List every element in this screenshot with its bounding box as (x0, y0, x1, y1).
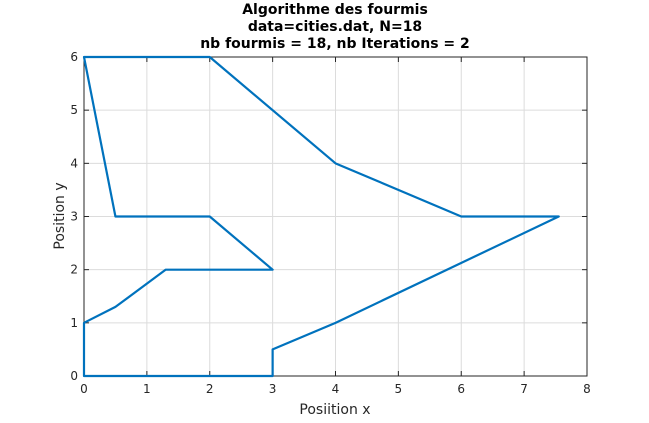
y-tick-label: 5 (70, 103, 78, 117)
y-axis-label: Position y (52, 182, 68, 249)
y-tick-label: 4 (70, 156, 78, 170)
x-tick-label: 6 (457, 382, 465, 396)
x-axis-label: Posiition x (299, 402, 370, 418)
title-line-3: nb fourmis = 18, nb Iterations = 2 (200, 36, 470, 52)
title-line-1: Algorithme des fourmis (242, 2, 428, 18)
tour-path-line (82, 55, 560, 378)
x-tick-label: 7 (520, 382, 528, 396)
x-tick-label: 1 (143, 382, 151, 396)
series-layer (82, 55, 560, 378)
y-tick-label: 0 (70, 369, 78, 383)
x-tick-label: 0 (80, 382, 88, 396)
y-tick-label: 2 (70, 263, 78, 277)
y-tick-label: 6 (70, 50, 78, 64)
y-tick-label: 3 (70, 210, 78, 224)
x-tick-label: 2 (206, 382, 214, 396)
x-tick-label: 5 (395, 382, 403, 396)
chart-title: Algorithme des fourmis data=cities.dat, … (200, 2, 470, 52)
y-tick-label: 1 (70, 316, 78, 330)
x-tick-label: 4 (332, 382, 340, 396)
x-tick-label: 8 (583, 382, 591, 396)
x-tick-label: 3 (269, 382, 277, 396)
title-line-2: data=cities.dat, N=18 (248, 19, 422, 35)
axes: 0 1 2 3 4 5 6 7 8 0 1 2 3 4 5 6 (70, 50, 590, 396)
